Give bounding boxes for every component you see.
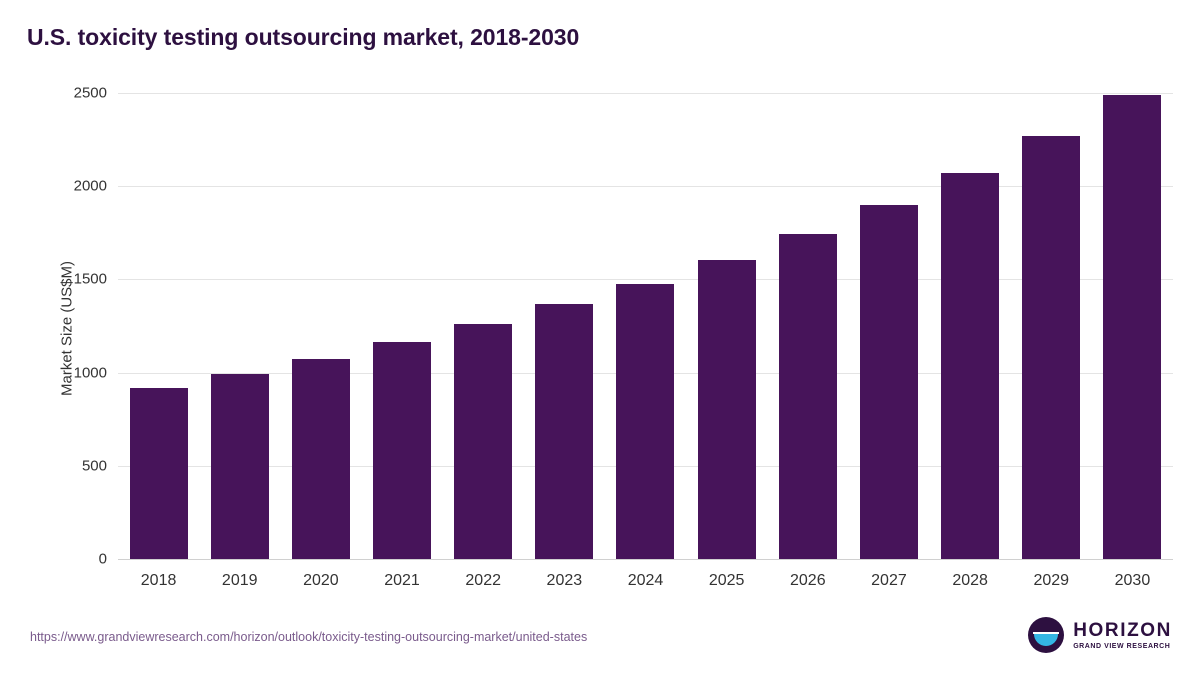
bar-2030[interactable] [1103, 94, 1162, 559]
bar-2020[interactable] [291, 359, 350, 559]
bar-slot [199, 93, 280, 559]
bar-slot [361, 93, 442, 559]
logo-name: HORIZON [1073, 619, 1172, 641]
x-tick-label: 2021 [384, 572, 420, 589]
x-tick-label: 2018 [140, 572, 177, 589]
horizon-logo-icon [1028, 617, 1065, 653]
bar-2025[interactable] [697, 259, 756, 559]
x-tick-label: 2024 [627, 572, 664, 589]
bar-2023[interactable] [535, 303, 594, 559]
page-title: U.S. toxicity testing outsourcing market… [27, 24, 580, 50]
bar-slot [848, 93, 929, 559]
bar-2024[interactable] [616, 283, 675, 559]
bar-2019[interactable] [210, 374, 269, 559]
x-tick-label: 2026 [790, 572, 826, 589]
horizon-logo-text: HORIZON GRAND VIEW RESEARCH [1073, 621, 1172, 650]
bar-slot [1011, 93, 1092, 559]
bar-slot [524, 93, 605, 559]
gridline [118, 279, 1173, 281]
bar-2021[interactable] [373, 342, 432, 559]
bar-slot [605, 93, 686, 559]
bar-2018[interactable] [129, 387, 188, 559]
y-tick-label: 1000 [73, 364, 107, 382]
bar-slot [930, 93, 1011, 559]
bar-2028[interactable] [941, 172, 1000, 559]
bar-2026[interactable] [778, 233, 837, 559]
x-axis-line [118, 559, 1173, 560]
bar-2029[interactable] [1022, 136, 1081, 559]
bar-slot [767, 93, 848, 559]
bar-2022[interactable] [454, 324, 513, 559]
bar-slot [443, 93, 524, 559]
bar-series [118, 93, 1173, 559]
x-tick-label: 2030 [1114, 572, 1151, 589]
x-tick-label: 2027 [871, 572, 907, 589]
y-tick-label: 0 [98, 550, 107, 568]
bar-slot [686, 93, 767, 559]
x-tick-label: 2025 [708, 572, 745, 589]
gridline [118, 186, 1173, 188]
bar-slot [280, 93, 361, 559]
bar-2027[interactable] [859, 205, 918, 559]
bar-slot [1092, 93, 1173, 559]
x-tick-label: 2022 [465, 572, 501, 589]
x-tick-label: 2019 [221, 572, 258, 589]
y-tick-label: 2000 [73, 177, 107, 195]
x-tick-label: 2023 [546, 572, 583, 589]
y-tick-label: 2500 [73, 84, 107, 102]
y-axis-ticks: 0 500 1000 1500 2000 2500 [47, 0, 107, 675]
x-tick-label: 2029 [1033, 572, 1070, 589]
y-tick-label: 1500 [73, 270, 107, 288]
x-tick-label: 2020 [303, 572, 339, 589]
gridline [118, 93, 1173, 94]
bar-slot [118, 93, 199, 559]
logo-subtitle: GRAND VIEW RESEARCH [1073, 642, 1171, 650]
x-axis-ticks: 2018 2019 2020 2021 2022 2023 2024 2025 2026 2027… [118, 572, 1173, 598]
x-tick-label: 2028 [952, 572, 988, 589]
horizon-logo: HORIZON GRAND VIEW RESEARCH [1028, 617, 1172, 653]
source-url[interactable]: https://www.grandviewresearch.com/horizo… [30, 630, 588, 644]
y-tick-label: 500 [81, 457, 107, 475]
